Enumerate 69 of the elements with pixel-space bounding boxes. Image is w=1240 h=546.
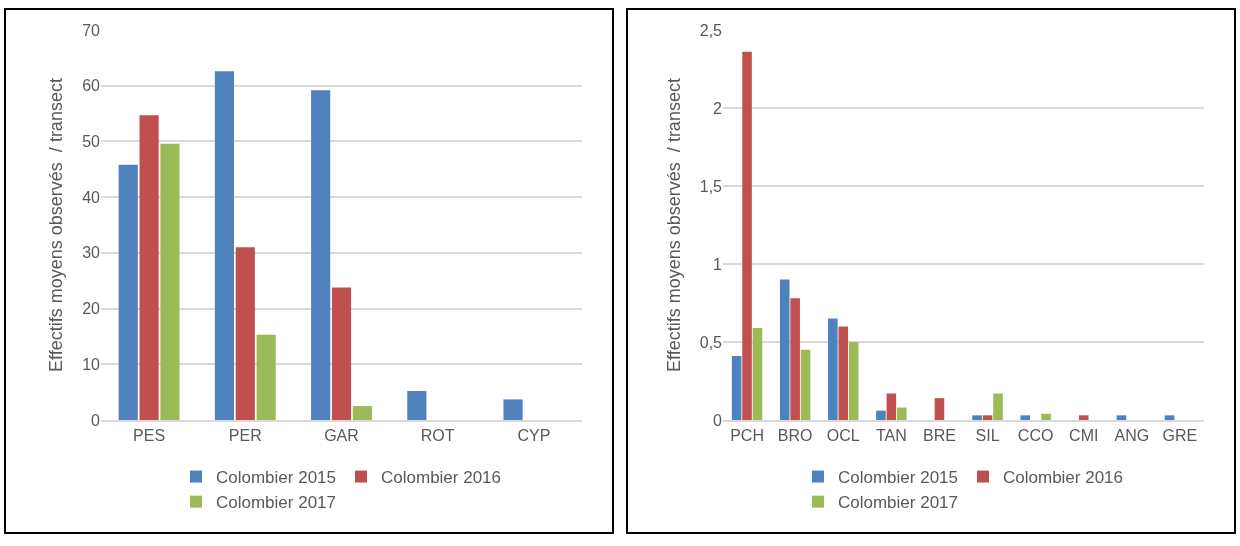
- y-tick-label: 1: [713, 255, 723, 273]
- y-tick-label: 1,5: [699, 177, 723, 195]
- x-tick-label: SIL: [975, 427, 1000, 445]
- bar: [139, 115, 159, 420]
- x-tick-label: CMI: [1069, 427, 1099, 445]
- bar: [407, 391, 427, 420]
- bar: [800, 349, 811, 420]
- bar: [838, 326, 849, 420]
- bar: [886, 393, 897, 420]
- x-tick-label: PES: [133, 427, 166, 445]
- bar: [876, 410, 886, 420]
- y-tick-label: 70: [82, 21, 101, 39]
- x-tick-label: CYP: [517, 427, 551, 445]
- bar: [1164, 415, 1175, 420]
- y-axis-title: Effectifs moyens observés / transect: [46, 78, 67, 372]
- bar: [731, 356, 742, 420]
- bar: [256, 334, 276, 420]
- bar: [352, 406, 372, 420]
- y-tick-label: 60: [82, 77, 101, 95]
- bar: [311, 90, 331, 420]
- y-tick-label: 2,5: [699, 21, 723, 39]
- x-tick-label: ROT: [420, 427, 455, 445]
- bar: [118, 164, 138, 420]
- x-tick-label: GRE: [1162, 427, 1198, 445]
- y-tick-label: 10: [82, 355, 101, 373]
- legend-label: Colombier 2016: [381, 468, 502, 488]
- legend-label: Colombier 2015: [838, 468, 959, 488]
- bar: [896, 407, 907, 420]
- y-tick-label: 30: [82, 244, 101, 262]
- legend-label: Colombier 2015: [216, 468, 337, 488]
- x-tick-label: BRO: [777, 427, 813, 445]
- legend-label: Colombier 2016: [1003, 468, 1124, 488]
- bar: [982, 415, 993, 420]
- y-axis-title: Effectifs moyens observés / transect: [663, 78, 684, 372]
- x-tick-label: ANG: [1114, 427, 1150, 445]
- bar: [1078, 415, 1089, 420]
- bar: [160, 143, 180, 420]
- bar: [503, 399, 523, 420]
- y-tick-label: 2: [713, 99, 723, 117]
- x-tick-label: TAN: [875, 427, 907, 445]
- bar: [752, 327, 763, 420]
- bar: [331, 287, 352, 420]
- x-tick-label: GAR: [324, 427, 359, 445]
- y-tick-label: 0,5: [699, 333, 723, 351]
- x-tick-label: BRE: [923, 427, 956, 445]
- x-tick-label: OCL: [826, 427, 860, 445]
- y-tick-label: 40: [82, 188, 101, 206]
- bar: [742, 51, 752, 420]
- y-tick-label: 0: [713, 411, 723, 429]
- bar: [848, 342, 859, 420]
- bar: [1020, 415, 1031, 420]
- legend-label: Colombier 2017: [838, 493, 959, 513]
- bar: [790, 298, 800, 420]
- bar: [214, 71, 235, 420]
- bar: [828, 318, 838, 420]
- y-tick-label: 50: [82, 133, 101, 151]
- y-tick-label: 0: [91, 411, 101, 429]
- bar: [1041, 413, 1051, 420]
- x-tick-label: PER: [228, 427, 262, 445]
- bar: [934, 398, 945, 420]
- y-tick-label: 20: [82, 300, 101, 318]
- legend-label: Colombier 2017: [216, 493, 337, 513]
- bar: [972, 415, 982, 420]
- x-tick-label: CCO: [1017, 427, 1054, 445]
- x-tick-label: PCH: [730, 427, 764, 445]
- bar: [993, 393, 1003, 420]
- bar: [1116, 415, 1127, 420]
- bar: [235, 247, 255, 420]
- bar: [779, 279, 790, 420]
